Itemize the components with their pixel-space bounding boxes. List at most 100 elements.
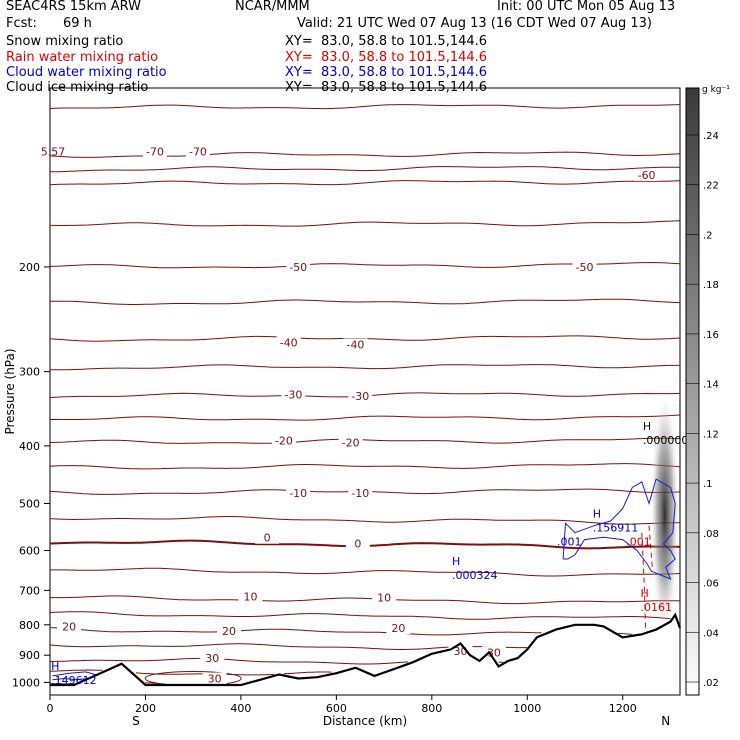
colorbar-tick-label: .22 — [703, 181, 719, 192]
y-tick-label: 600 — [19, 545, 40, 558]
x-tick-label: 600 — [326, 702, 347, 715]
isotherm-contour — [49, 657, 504, 665]
contour-label-bg — [57, 620, 82, 633]
colorbar-tick-label: .02 — [703, 678, 719, 689]
y-axis-label: Pressure (hPa) — [3, 348, 17, 434]
colorbar-units: g kg⁻¹ — [702, 85, 730, 95]
colorbar-tick-label: .04 — [703, 628, 719, 639]
isotherm-contour — [49, 180, 681, 186]
y-tick-label: 200 — [19, 261, 40, 274]
y-tick-label: 500 — [19, 497, 40, 510]
extremum-value: .001 — [626, 535, 651, 548]
isotherm-contour — [50, 612, 680, 620]
contour-label-bg — [572, 260, 597, 273]
contour-label: -50 — [289, 261, 307, 274]
contour-label-bg — [634, 168, 659, 181]
contour-label: -30 — [351, 390, 369, 403]
contour-label: 30 — [205, 652, 219, 665]
field-xy-cloud-water: XY= 83.0, 58.8 to 101.5,144.6 — [285, 65, 488, 80]
contour-label: -70 — [146, 146, 164, 159]
isotherm-contour — [49, 437, 681, 444]
x-tick-label: 400 — [230, 702, 251, 715]
contour-label-bg — [281, 388, 306, 401]
colorbar-tick-label: .16 — [703, 330, 719, 341]
contour-label-bg — [343, 338, 368, 351]
contour-label: -20 — [275, 435, 293, 448]
colorbar-tick-label: .24 — [703, 131, 719, 142]
edge-contour-label: 5.57 — [41, 146, 66, 159]
y-tick-label: 1000 — [12, 676, 40, 689]
x-tick-label: 200 — [135, 702, 156, 715]
x-axis-label: Distance (km) — [323, 714, 407, 728]
isotherm-contour — [49, 104, 681, 110]
forecast-value: 69 h — [63, 16, 92, 31]
x-tick-label: 1200 — [609, 702, 637, 715]
contour-label: -70 — [189, 146, 207, 159]
valid-time: Valid: 21 UTC Wed 07 Aug 13 (16 CDT Wed … — [297, 16, 652, 31]
contour-label-bg — [200, 652, 225, 665]
contour-label: -60 — [638, 169, 656, 182]
plot-frame — [49, 87, 681, 696]
extremum-value: .149612 — [51, 674, 97, 687]
contour-label: 0 — [264, 532, 271, 545]
x-tick-label: 800 — [421, 702, 442, 715]
field-name-snow: Snow mixing ratio — [6, 34, 124, 49]
contour-label: -40 — [280, 336, 298, 349]
extremum-value: .000324 — [452, 569, 498, 582]
contour-label-bg — [202, 672, 227, 685]
contour-label-bg — [255, 531, 280, 544]
isotherm-contour — [50, 220, 681, 227]
extremum-mark: H — [452, 555, 460, 568]
isotherm-contour — [50, 595, 681, 605]
extremum-value: .001 — [557, 535, 582, 548]
contour-label-bg — [348, 390, 373, 403]
y-tick-label: 300 — [19, 366, 40, 379]
colorbar-tick-label: .06 — [703, 579, 719, 590]
contour-label: -50 — [576, 261, 594, 274]
contour-label-bg — [286, 260, 311, 273]
contour-label-bg — [143, 145, 167, 158]
extremum-mark: H — [51, 660, 59, 673]
colorbar-tick-label: .08 — [703, 529, 719, 540]
contour-label-bg — [338, 436, 363, 449]
extremum-value: .0161 — [641, 601, 673, 614]
isotherm-contour — [49, 414, 681, 421]
isotherm-contour — [49, 298, 681, 305]
contour-label-bg — [216, 625, 241, 638]
contour-label: 30 — [208, 673, 222, 686]
contour-label: -20 — [342, 437, 360, 450]
contour-label-bg — [185, 145, 210, 158]
colorbar-tick-label: .1 — [703, 479, 713, 490]
x-tick-label: 0 — [47, 702, 54, 715]
isotherm-contour — [50, 166, 680, 173]
colorbar-tick-label: .2 — [703, 230, 713, 241]
contour-label-bg — [348, 486, 373, 499]
contour-label-bg — [372, 591, 397, 604]
y-tick-label: 800 — [19, 619, 40, 632]
contour-label-bg — [276, 336, 301, 349]
colorbar-tick-label: .14 — [703, 380, 719, 391]
y-tick-label: 900 — [19, 649, 40, 662]
extremum-value: .156911 — [593, 521, 639, 534]
x-axis-end-label: N — [661, 714, 670, 728]
colorbar — [685, 87, 700, 696]
contour-label-bg — [238, 590, 263, 603]
isotherm-contour — [49, 364, 680, 371]
field-xy-snow: XY= 83.0, 58.8 to 101.5,144.6 — [285, 34, 488, 49]
contour-label: 20 — [222, 625, 236, 638]
contour-label: 10 — [243, 591, 257, 604]
org-label: NCAR/MMM — [235, 0, 310, 14]
contour-label-bg — [286, 486, 311, 499]
isotherm-contour — [49, 516, 681, 525]
contour-label: -10 — [351, 487, 369, 500]
forecast-label: Fcst: — [6, 16, 37, 31]
x-tick-label: 1000 — [513, 702, 541, 715]
field-name-cloud-water: Cloud water mixing ratio — [6, 65, 167, 80]
contour-label: 20 — [62, 620, 76, 633]
colorbar-tick-label: .12 — [703, 429, 719, 440]
x-axis-start-label: S — [132, 714, 140, 728]
contour-label-bg — [271, 434, 296, 447]
contour-label: -40 — [346, 338, 364, 351]
rain-water-contour — [641, 532, 647, 632]
